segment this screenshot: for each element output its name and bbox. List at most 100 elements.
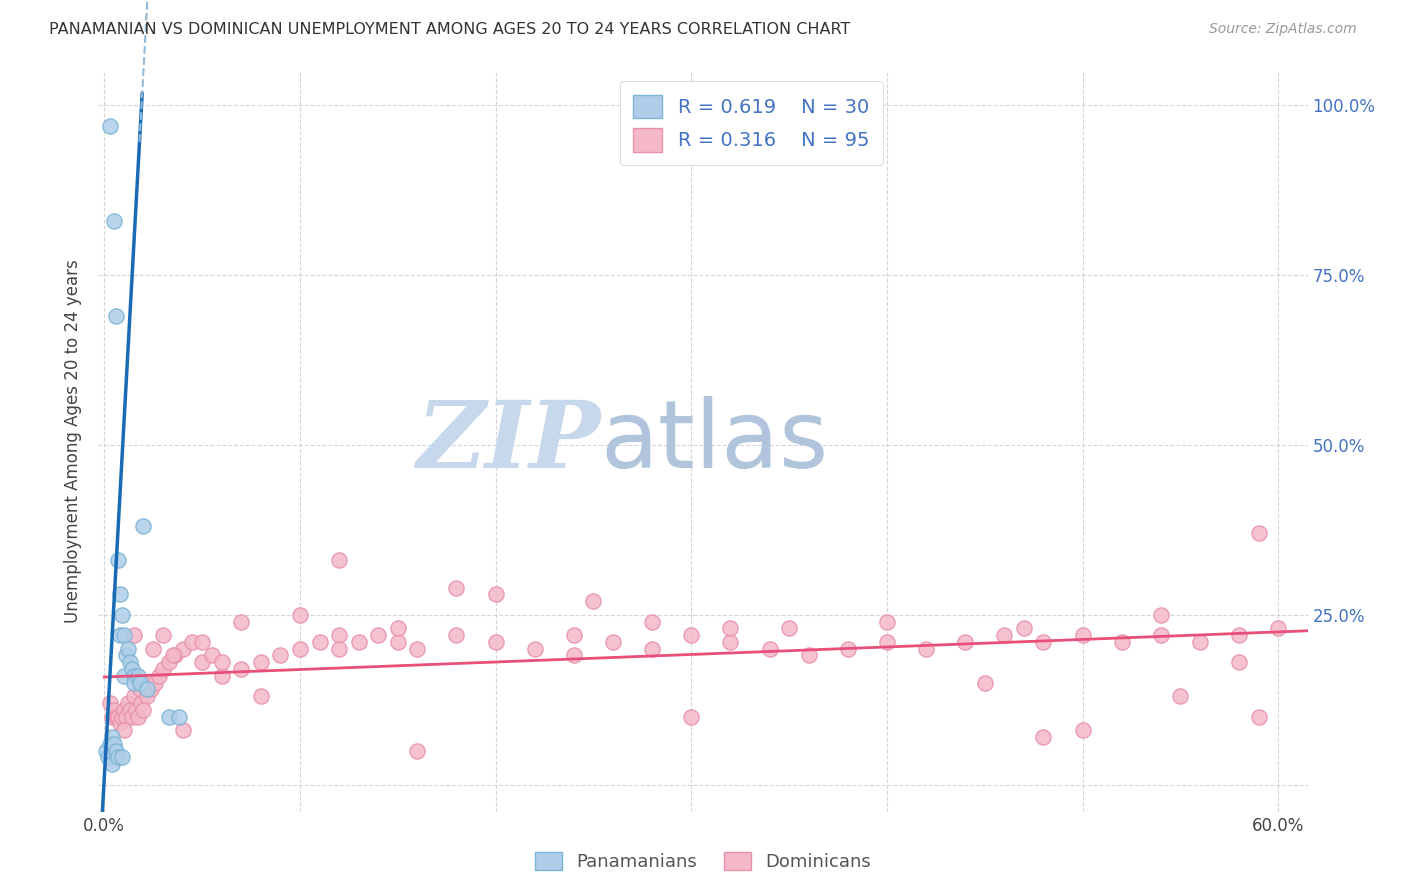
Text: PANAMANIAN VS DOMINICAN UNEMPLOYMENT AMONG AGES 20 TO 24 YEARS CORRELATION CHART: PANAMANIAN VS DOMINICAN UNEMPLOYMENT AMO… bbox=[49, 22, 851, 37]
Point bbox=[562, 628, 585, 642]
Point bbox=[103, 737, 125, 751]
Point bbox=[157, 655, 180, 669]
Point bbox=[1111, 635, 1133, 649]
Point bbox=[211, 655, 233, 669]
Point bbox=[103, 703, 125, 717]
Point bbox=[127, 669, 149, 683]
Point bbox=[1170, 690, 1192, 704]
Point bbox=[250, 655, 273, 669]
Point bbox=[328, 641, 350, 656]
Point bbox=[269, 648, 291, 663]
Point bbox=[758, 641, 780, 656]
Point bbox=[191, 655, 214, 669]
Point bbox=[876, 615, 898, 629]
Point bbox=[641, 641, 664, 656]
Point bbox=[121, 662, 143, 676]
Point bbox=[484, 635, 506, 649]
Point bbox=[112, 723, 135, 738]
Point bbox=[112, 703, 135, 717]
Point bbox=[523, 641, 546, 656]
Point bbox=[101, 709, 124, 723]
Point bbox=[142, 641, 165, 656]
Point bbox=[876, 635, 898, 649]
Point bbox=[973, 675, 995, 690]
Point bbox=[136, 690, 159, 704]
Point bbox=[117, 696, 139, 710]
Point bbox=[250, 690, 273, 704]
Point bbox=[105, 743, 128, 757]
Point bbox=[152, 662, 174, 676]
Point bbox=[367, 628, 389, 642]
Point bbox=[387, 635, 409, 649]
Point bbox=[162, 648, 184, 663]
Point bbox=[328, 628, 350, 642]
Point bbox=[118, 655, 141, 669]
Point bbox=[108, 716, 131, 731]
Point bbox=[288, 607, 311, 622]
Point bbox=[141, 682, 163, 697]
Point bbox=[97, 750, 120, 764]
Point bbox=[1150, 607, 1173, 622]
Point bbox=[98, 119, 121, 133]
Point bbox=[107, 750, 129, 764]
Point bbox=[406, 743, 429, 757]
Point bbox=[152, 628, 174, 642]
Point bbox=[718, 635, 741, 649]
Point bbox=[1032, 635, 1054, 649]
Point bbox=[172, 641, 194, 656]
Point bbox=[167, 709, 190, 723]
Point bbox=[191, 635, 214, 649]
Point bbox=[446, 581, 468, 595]
Point bbox=[163, 648, 186, 663]
Point bbox=[117, 641, 139, 656]
Point bbox=[1267, 621, 1289, 635]
Point bbox=[122, 690, 145, 704]
Point bbox=[111, 750, 134, 764]
Point bbox=[132, 703, 155, 717]
Point bbox=[582, 594, 605, 608]
Point bbox=[288, 641, 311, 656]
Point bbox=[108, 628, 131, 642]
Point bbox=[1227, 655, 1250, 669]
Point bbox=[128, 682, 150, 697]
Point bbox=[101, 757, 124, 772]
Point bbox=[211, 669, 233, 683]
Point bbox=[181, 635, 204, 649]
Point bbox=[118, 703, 141, 717]
Text: ZIP: ZIP bbox=[416, 397, 600, 486]
Point bbox=[107, 553, 129, 567]
Point bbox=[128, 675, 150, 690]
Point bbox=[122, 628, 145, 642]
Legend: Panamanians, Dominicans: Panamanians, Dominicans bbox=[527, 845, 879, 879]
Point bbox=[201, 648, 224, 663]
Point bbox=[231, 615, 253, 629]
Point bbox=[122, 669, 145, 683]
Point bbox=[112, 628, 135, 642]
Point bbox=[143, 675, 166, 690]
Point bbox=[136, 682, 159, 697]
Point bbox=[1247, 709, 1270, 723]
Point bbox=[131, 696, 153, 710]
Point bbox=[132, 675, 155, 690]
Point bbox=[953, 635, 976, 649]
Point bbox=[484, 587, 506, 601]
Text: Source: ZipAtlas.com: Source: ZipAtlas.com bbox=[1209, 22, 1357, 37]
Point bbox=[96, 743, 118, 757]
Point bbox=[1188, 635, 1211, 649]
Point bbox=[1012, 621, 1035, 635]
Legend: R = 0.619    N = 30, R = 0.316    N = 95: R = 0.619 N = 30, R = 0.316 N = 95 bbox=[620, 81, 883, 166]
Point bbox=[681, 628, 703, 642]
Point bbox=[1071, 723, 1094, 738]
Point bbox=[157, 709, 180, 723]
Point bbox=[114, 648, 136, 663]
Point bbox=[915, 641, 938, 656]
Point bbox=[1227, 628, 1250, 642]
Point bbox=[718, 621, 741, 635]
Point bbox=[98, 696, 121, 710]
Point bbox=[347, 635, 370, 649]
Point bbox=[837, 641, 859, 656]
Point bbox=[98, 737, 121, 751]
Point bbox=[446, 628, 468, 642]
Point bbox=[172, 723, 194, 738]
Point bbox=[1071, 628, 1094, 642]
